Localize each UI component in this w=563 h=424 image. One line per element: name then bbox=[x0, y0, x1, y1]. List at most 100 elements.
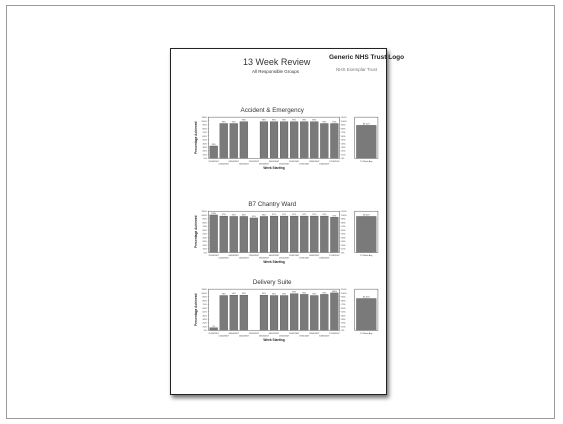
bar bbox=[219, 123, 228, 159]
x-tick-label: 29/04/2007 bbox=[259, 336, 270, 338]
x-tick-label: 29/04/2007 bbox=[259, 164, 270, 166]
y-tick-label-right: 0% bbox=[341, 158, 344, 160]
y-tick-label-right: 60% bbox=[341, 136, 345, 138]
y-tick-label-right: 10% bbox=[341, 154, 345, 156]
summary-bar bbox=[356, 298, 377, 331]
bar bbox=[269, 121, 279, 159]
y-tick-label-right: 80% bbox=[341, 300, 345, 302]
y-tick-label-right: 90% bbox=[341, 125, 345, 127]
x-axis-label: Week Starting bbox=[263, 338, 284, 342]
y-tick-label: 110% bbox=[202, 211, 207, 213]
bar bbox=[249, 217, 258, 253]
y-tick-label-right: 70% bbox=[341, 132, 345, 134]
x-tick-label: 03/06/2007 bbox=[309, 333, 320, 335]
y-tick-label: 100% bbox=[201, 215, 207, 217]
bar-value-label: 97% bbox=[292, 214, 296, 216]
chart-title: B7 Chantry Ward bbox=[248, 201, 296, 208]
y-tick-label: 90% bbox=[203, 219, 207, 221]
y-axis-label: Percentage Achieved bbox=[194, 121, 198, 153]
summary-category-label: 13 Week Avg bbox=[360, 160, 372, 163]
screenshot-frame: 13 Week Review All Responsible Groups Ge… bbox=[6, 5, 555, 419]
y-tick-label: 70% bbox=[203, 304, 207, 306]
x-axis-label: Week Starting bbox=[263, 166, 284, 170]
x-tick-label: 20/05/2007 bbox=[289, 333, 300, 335]
x-tick-label: 03/06/2007 bbox=[309, 255, 320, 257]
bar bbox=[310, 295, 319, 331]
bar bbox=[269, 215, 279, 253]
x-tick-label: 29/04/2007 bbox=[259, 258, 270, 260]
bar bbox=[330, 292, 339, 331]
bar bbox=[209, 327, 218, 331]
trust-name: NHS Exemplar Trust bbox=[336, 67, 378, 72]
bar bbox=[229, 216, 238, 253]
x-tick-label: 15/04/2007 bbox=[239, 164, 250, 166]
y-tick-label-right: 70% bbox=[341, 304, 345, 306]
x-tick-label: 22/04/2007 bbox=[249, 333, 260, 335]
bar bbox=[290, 215, 299, 253]
bar bbox=[320, 294, 329, 331]
summary-value-label: 85.40% bbox=[363, 297, 370, 299]
y-tick-label-right: 30% bbox=[341, 147, 345, 149]
y-tick-label: 40% bbox=[203, 315, 207, 317]
x-tick-label: 25/03/2007 bbox=[209, 255, 220, 257]
bar-value-label: 97% bbox=[282, 214, 286, 216]
y-tick-label: 80% bbox=[203, 128, 207, 130]
x-tick-label: 01/04/2007 bbox=[219, 164, 230, 166]
bar-value-label: 98% bbox=[292, 292, 296, 294]
x-tick-label: 13/05/2007 bbox=[279, 164, 290, 166]
chart-title: Accident & Emergency bbox=[241, 107, 305, 114]
y-tick-label: 100% bbox=[201, 121, 207, 123]
bar bbox=[269, 295, 279, 331]
y-tick-label-right: 100% bbox=[341, 121, 347, 123]
bar-value-label: 98% bbox=[292, 120, 296, 122]
y-tick-label-right: 90% bbox=[341, 297, 345, 299]
y-tick-label-right: 80% bbox=[341, 222, 345, 224]
x-tick-label: 01/04/2007 bbox=[219, 336, 230, 338]
x-axis-label: Week Starting bbox=[263, 260, 284, 264]
x-tick-label: 06/05/2007 bbox=[269, 255, 280, 257]
y-tick-label: 60% bbox=[203, 136, 207, 138]
bar bbox=[259, 121, 269, 159]
y-tick-label: 80% bbox=[203, 222, 207, 224]
chart-title: Delivery Suite bbox=[253, 279, 292, 286]
y-tick-label: 20% bbox=[203, 323, 207, 325]
bar-value-label: 98% bbox=[282, 120, 286, 122]
bar bbox=[239, 294, 248, 331]
x-tick-label: 27/05/2007 bbox=[299, 336, 310, 338]
bar-value-label: 94% bbox=[332, 215, 336, 217]
bar bbox=[320, 123, 329, 159]
summary-category-label: 13 Week Avg bbox=[360, 254, 372, 257]
x-tick-label: 17/06/2007 bbox=[329, 333, 340, 335]
report-page: 13 Week Review All Responsible Groups Ge… bbox=[170, 48, 404, 395]
bar bbox=[259, 294, 269, 331]
bar-value-label: 97% bbox=[272, 214, 276, 216]
bar bbox=[300, 215, 309, 253]
y-tick-label-right: 50% bbox=[341, 312, 345, 314]
bar bbox=[209, 145, 218, 159]
bar bbox=[300, 294, 309, 331]
y-tick-label-right: 20% bbox=[341, 323, 345, 325]
y-tick-label: 100% bbox=[201, 293, 207, 295]
y-tick-label: 10% bbox=[203, 249, 207, 251]
x-tick-label: 20/05/2007 bbox=[289, 161, 300, 163]
x-tick-label: 08/04/2007 bbox=[229, 333, 240, 335]
y-tick-label: 0% bbox=[204, 158, 207, 160]
y-tick-label-right: 100% bbox=[341, 215, 347, 217]
bar-value-label: 96% bbox=[232, 215, 236, 217]
y-tick-label-right: 10% bbox=[341, 249, 345, 251]
bar-value-label: 97% bbox=[302, 214, 306, 216]
y-axis-label: Percentage Achieved bbox=[194, 293, 198, 325]
bar-value-label: 96% bbox=[242, 215, 246, 217]
y-tick-label: 0% bbox=[204, 252, 207, 254]
y-tick-label-right: 30% bbox=[341, 241, 345, 243]
y-tick-label: 30% bbox=[203, 319, 207, 321]
y-tick-label-right: 50% bbox=[341, 140, 345, 142]
bar-value-label: 93% bbox=[222, 122, 226, 124]
x-tick-label: 10/06/2007 bbox=[319, 258, 330, 260]
bar-value-label: 96% bbox=[322, 292, 326, 294]
x-tick-label: 27/05/2007 bbox=[299, 258, 310, 260]
y-tick-label: 90% bbox=[203, 297, 207, 299]
y-tick-label-right: 80% bbox=[341, 128, 345, 130]
bar-value-label: 93% bbox=[322, 122, 326, 124]
